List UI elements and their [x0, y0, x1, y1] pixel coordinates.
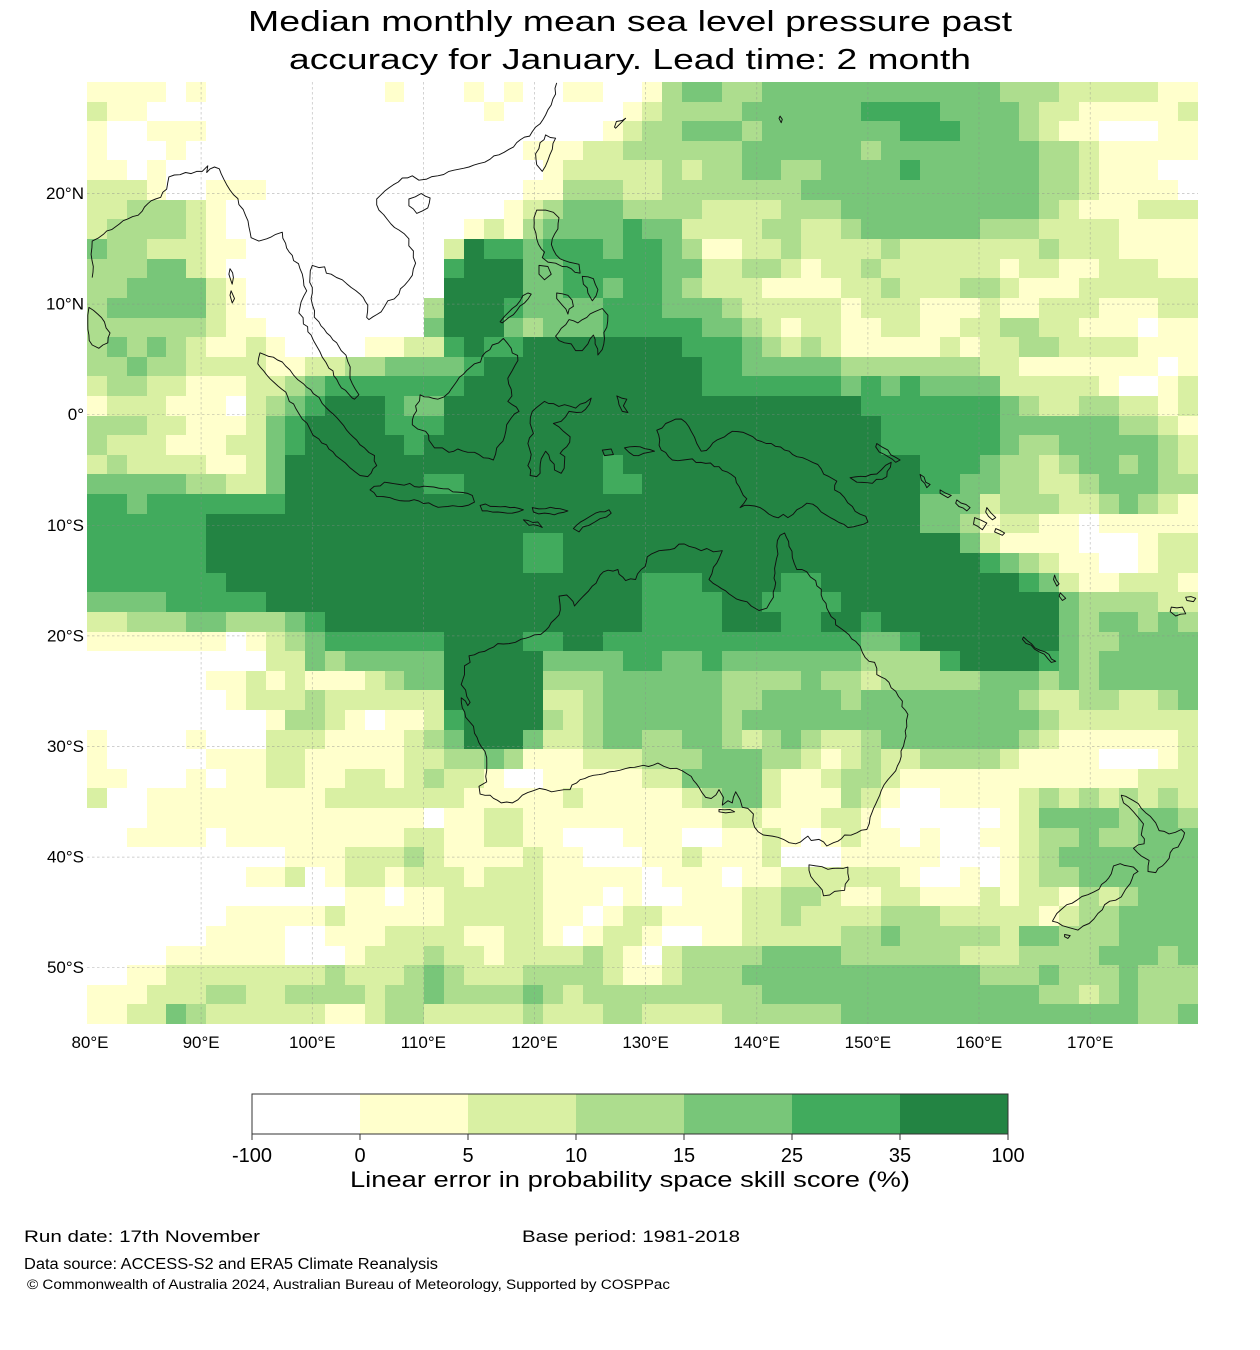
svg-text:10: 10	[565, 1145, 587, 1167]
svg-text:40°S: 40°S	[47, 848, 84, 867]
svg-text:0: 0	[354, 1145, 365, 1167]
svg-text:35: 35	[889, 1145, 911, 1167]
svg-text:15: 15	[673, 1145, 695, 1167]
svg-text:Base period: 1981-2018: Base period: 1981-2018	[522, 1227, 740, 1246]
svg-text:130°E: 130°E	[622, 1033, 669, 1052]
svg-text:30°S: 30°S	[47, 737, 84, 756]
svg-text:25: 25	[781, 1145, 803, 1167]
svg-text:170°E: 170°E	[1067, 1033, 1114, 1052]
svg-text:0°: 0°	[68, 405, 84, 424]
svg-text:120°E: 120°E	[511, 1033, 558, 1052]
svg-text:accuracy for January. Lead tim: accuracy for January. Lead time: 2 month	[289, 44, 971, 76]
svg-text:100°E: 100°E	[289, 1033, 336, 1052]
svg-text:140°E: 140°E	[734, 1033, 781, 1052]
svg-text:90°E: 90°E	[183, 1033, 220, 1052]
svg-text:150°E: 150°E	[845, 1033, 892, 1052]
svg-text:Data source: ACCESS-S2 and ERA: Data source: ACCESS-S2 and ERA5 Climate …	[24, 1256, 438, 1273]
svg-text:5: 5	[462, 1145, 473, 1167]
svg-text:50°S: 50°S	[47, 958, 84, 977]
svg-text:100: 100	[991, 1145, 1024, 1167]
svg-text:© Commonwealth of Australia 20: © Commonwealth of Australia 2024, Austra…	[27, 1277, 670, 1292]
svg-text:Linear error in probability sp: Linear error in probability space skill …	[350, 1167, 910, 1192]
svg-text:10°S: 10°S	[47, 516, 84, 535]
svg-text:20°S: 20°S	[47, 626, 84, 645]
svg-text:80°E: 80°E	[71, 1033, 108, 1052]
svg-text:110°E: 110°E	[401, 1033, 446, 1052]
svg-text:20°N: 20°N	[46, 184, 84, 203]
svg-text:160°E: 160°E	[956, 1033, 1003, 1052]
svg-text:Median monthly mean sea level: Median monthly mean sea level pressure p…	[248, 6, 1012, 38]
svg-text:Run date: 17th November: Run date: 17th November	[24, 1227, 260, 1246]
svg-text:-100: -100	[232, 1145, 272, 1167]
svg-text:10°N: 10°N	[46, 295, 84, 314]
